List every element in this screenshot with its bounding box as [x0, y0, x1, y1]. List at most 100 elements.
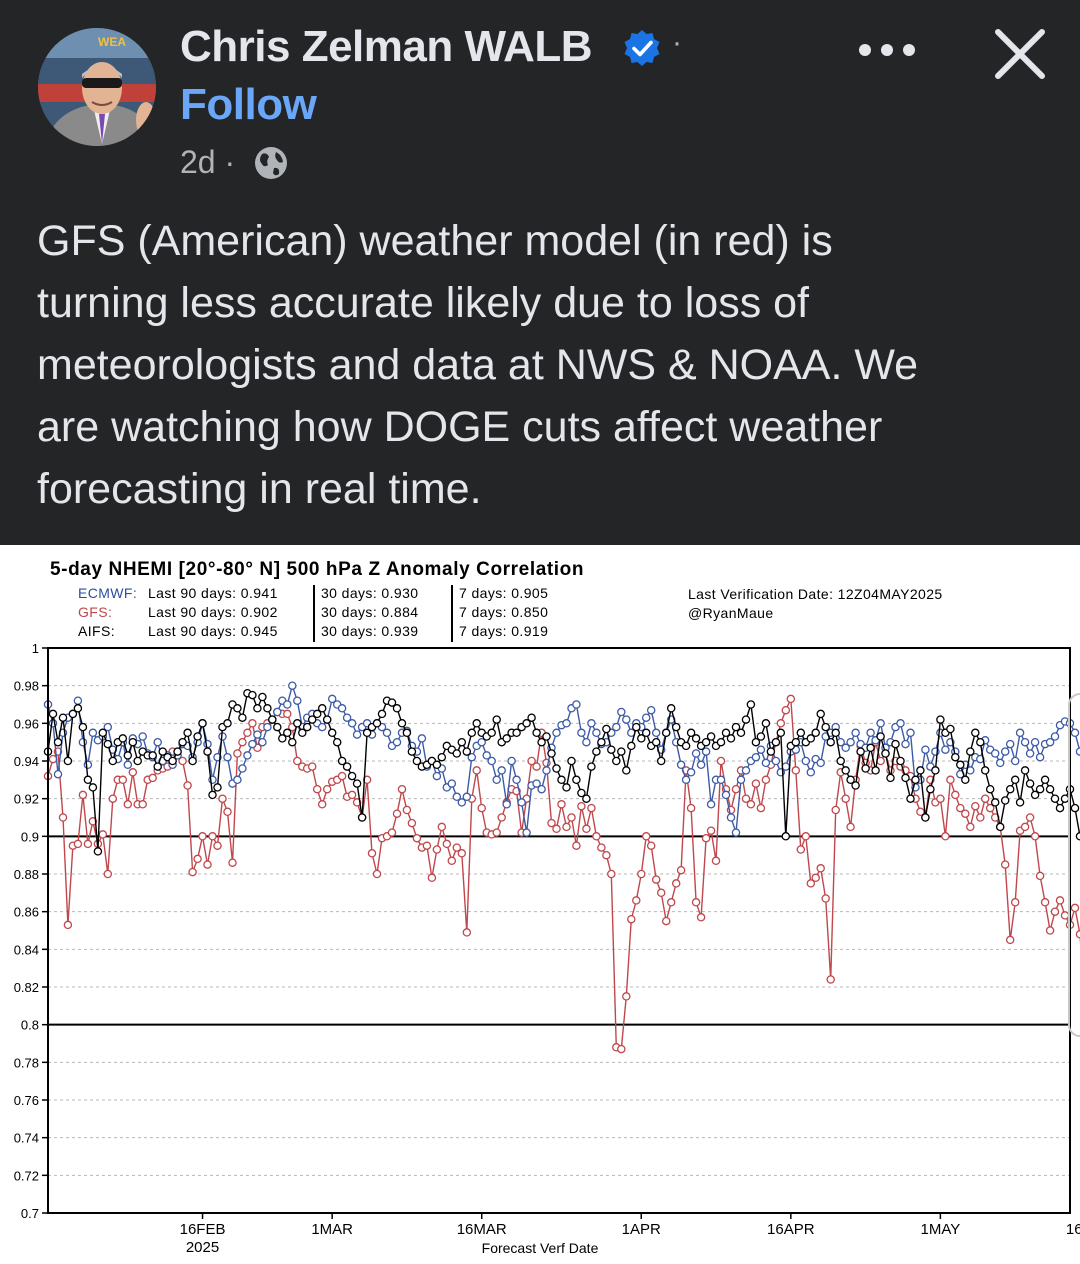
data-point-gfs: [1055, 896, 1065, 905]
y-tick-label: 1: [32, 641, 39, 656]
chart-image[interactable]: 0.7 0.72 0.74 0.76 0.78 0.8 0.82 0.84 0.86 0.88 0.…: [0, 545, 1080, 1264]
data-point-gfs: [651, 875, 661, 884]
y-tick-label: 0.72: [14, 1168, 39, 1183]
data-point-aifs: [357, 813, 367, 822]
data-point-aifs: [811, 728, 820, 738]
data-point-ecmwf: [781, 762, 791, 771]
data-point-ecmwf: [83, 760, 93, 770]
data-point-gfs: [622, 992, 631, 1001]
data-point-aifs: [93, 847, 103, 856]
data-point-ecmwf: [1015, 728, 1025, 738]
data-point-ecmwf: [577, 728, 586, 738]
data-point-aifs: [661, 728, 671, 738]
data-point-ecmwf: [392, 737, 402, 747]
data-point-aifs: [327, 728, 337, 738]
data-point-aifs: [437, 752, 447, 762]
data-point-gfs: [1030, 832, 1040, 841]
data-point-aifs: [78, 722, 88, 732]
data-point-gfs: [592, 832, 601, 841]
data-point-aifs: [806, 734, 816, 743]
data-point-gfs: [806, 879, 816, 888]
data-point-gfs: [447, 856, 457, 866]
y-tick-label: 0.84: [14, 942, 39, 957]
more-options-icon[interactable]: [856, 36, 918, 64]
data-point-ecmwf: [1035, 752, 1045, 762]
data-point-aifs: [522, 719, 531, 728]
data-point-aifs: [487, 728, 496, 738]
data-point-gfs: [118, 775, 128, 785]
data-point-gfs: [811, 873, 820, 883]
data-point-ecmwf: [243, 751, 252, 760]
data-point-ecmwf: [641, 713, 651, 722]
data-point-gfs: [442, 839, 452, 849]
data-point-ecmwf: [876, 719, 885, 728]
avatar[interactable]: WEA: [38, 28, 156, 146]
data-point-ecmwf: [462, 792, 472, 802]
data-point-aifs: [83, 775, 93, 785]
data-point-aifs: [268, 715, 277, 724]
data-point-aifs: [1025, 779, 1035, 788]
data-point-ecmwf: [686, 768, 696, 777]
post-timestamp[interactable]: 2d: [180, 144, 216, 180]
data-point-gfs: [532, 762, 541, 771]
data-point-ecmwf: [751, 752, 761, 762]
x-tick-label: 16FEB: [180, 1221, 226, 1238]
verified-badge-icon: [624, 30, 660, 66]
data-point-ecmwf: [1050, 732, 1060, 741]
data-point-gfs: [572, 841, 581, 850]
data-point-gfs: [956, 803, 965, 813]
data-point-gfs: [587, 803, 596, 813]
data-point-aifs: [836, 756, 845, 766]
data-point-gfs: [846, 822, 855, 832]
data-point-aifs: [1055, 803, 1065, 813]
data-point-gfs: [178, 756, 187, 766]
data-point-ecmwf: [1075, 747, 1080, 756]
data-point-aifs: [592, 747, 601, 756]
close-icon[interactable]: [990, 24, 1050, 84]
data-point-gfs: [98, 830, 108, 839]
data-point-ecmwf: [352, 730, 362, 739]
data-point-gfs: [841, 794, 850, 803]
data-point-aifs: [288, 737, 297, 747]
data-point-gfs: [686, 803, 696, 813]
data-point-aifs: [198, 719, 207, 728]
data-point-gfs: [407, 818, 417, 828]
data-point-aifs: [53, 737, 63, 747]
data-point-gfs: [552, 824, 561, 834]
data-point-gfs: [427, 873, 437, 883]
data-point-aifs: [916, 766, 925, 775]
data-point-aifs: [133, 756, 142, 766]
chart-credit: @RyanMaue: [688, 605, 774, 621]
data-point-aifs: [791, 737, 801, 747]
y-tick-label: 0.76: [14, 1093, 39, 1108]
data-point-aifs: [312, 709, 322, 719]
data-point-aifs: [976, 737, 985, 747]
data-point-gfs: [123, 800, 133, 809]
data-point-aifs: [961, 775, 970, 785]
data-point-gfs: [577, 801, 586, 811]
data-point-ecmwf: [273, 707, 282, 717]
data-point-gfs: [656, 888, 666, 898]
stats-last7: 7 days: 0.850: [451, 604, 548, 623]
data-point-aifs: [457, 737, 467, 747]
data-point-aifs: [347, 771, 357, 781]
data-point-aifs: [637, 734, 646, 743]
data-point-gfs: [472, 766, 481, 775]
data-point-ecmwf: [123, 760, 133, 770]
data-point-gfs: [607, 869, 616, 879]
data-point-gfs: [941, 832, 950, 841]
data-point-ecmwf: [432, 771, 442, 781]
data-point-ecmwf: [502, 800, 511, 809]
author-name[interactable]: Chris Zelman WALB: [180, 22, 593, 71]
data-point-ecmwf: [138, 732, 147, 741]
data-point-gfs: [1070, 903, 1080, 913]
data-point-gfs: [976, 813, 985, 822]
data-point-gfs: [188, 867, 197, 877]
post-header: WEA Chris Zelman WALB · Follow 2d ·: [0, 0, 1080, 540]
follow-button[interactable]: Follow: [180, 80, 317, 129]
data-point-aifs: [971, 728, 980, 738]
image-scroll-handle[interactable]: [1068, 693, 1080, 1037]
data-point-aifs: [342, 762, 352, 771]
data-point-aifs: [851, 781, 860, 790]
data-point-aifs: [587, 762, 596, 771]
